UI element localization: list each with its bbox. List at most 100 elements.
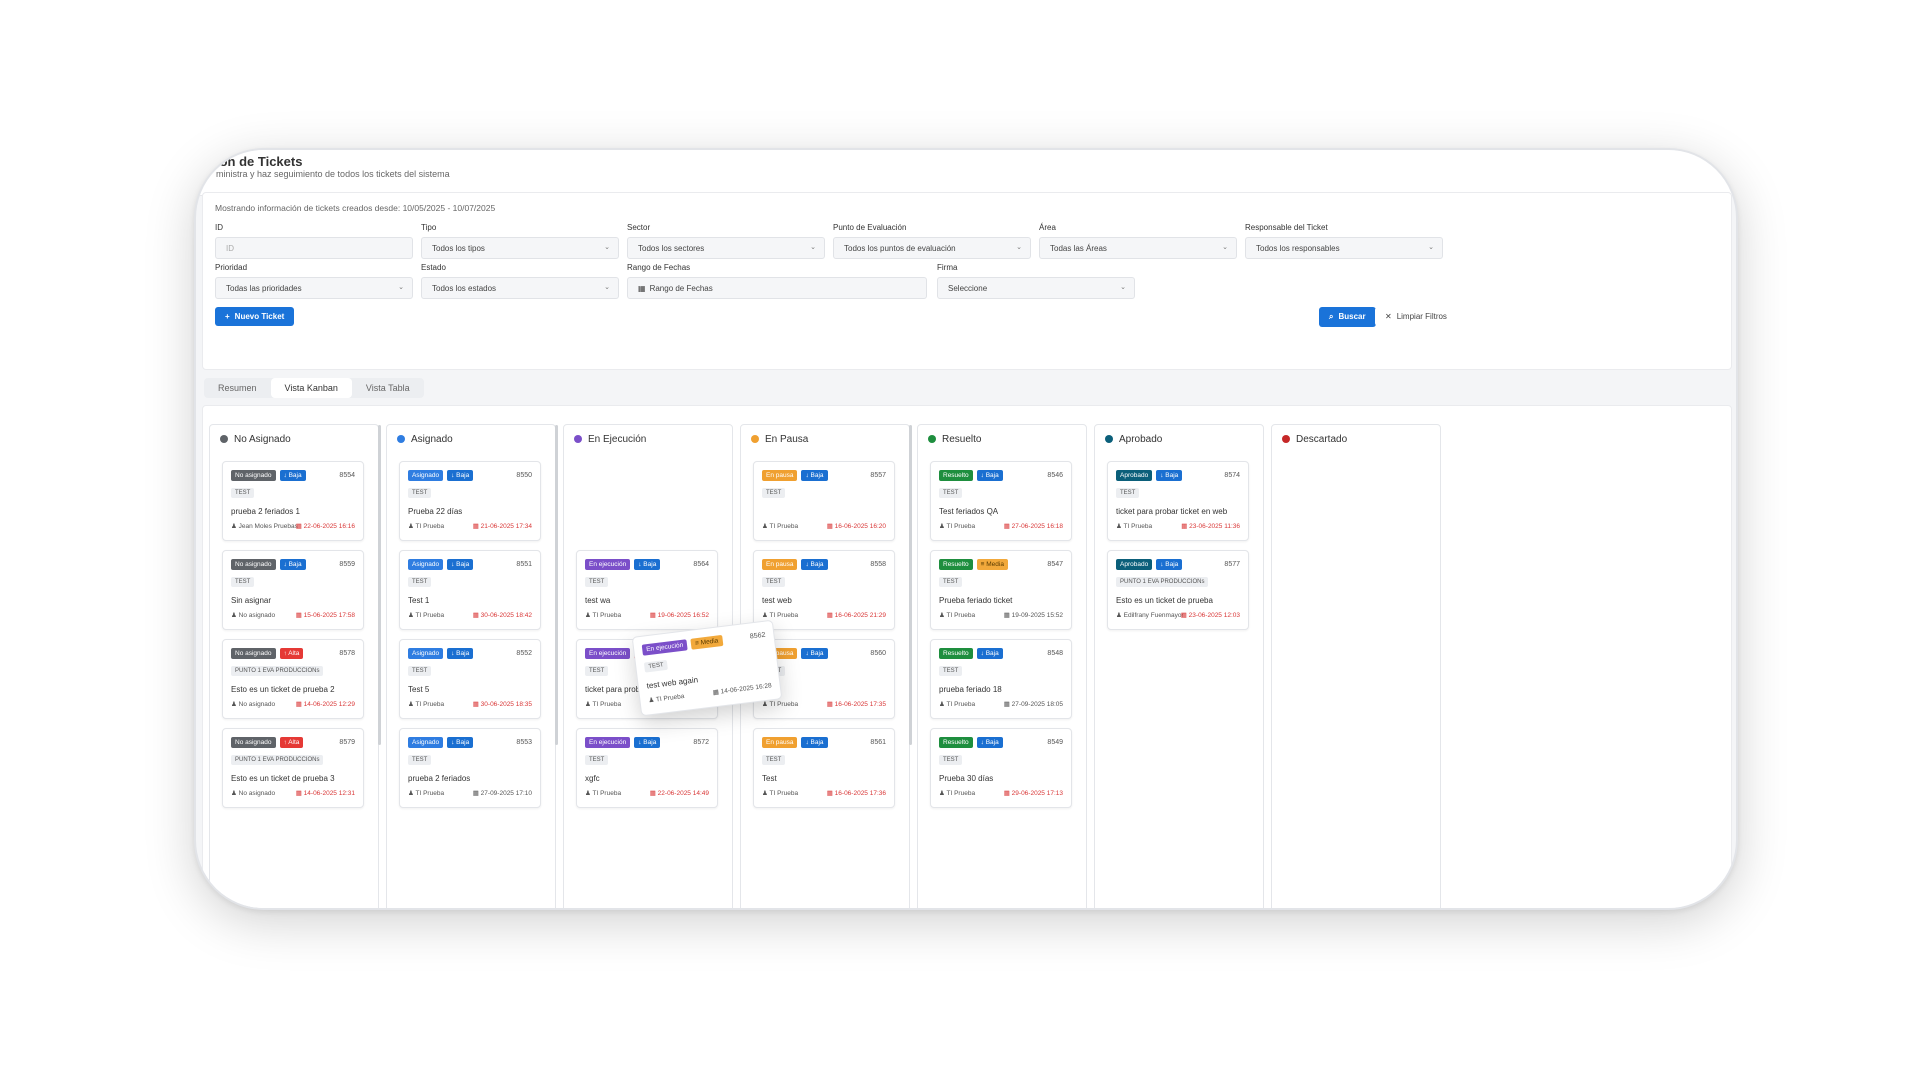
priority-label: Baja xyxy=(1165,561,1179,568)
ticket-tag: TEST xyxy=(939,577,963,587)
ticket-card[interactable]: Resuelto ↓ Baja 8549 TEST Prueba 30 días ♟ TI… xyxy=(930,728,1072,808)
user-name: TI Prueba xyxy=(769,612,799,619)
calendar-icon: ▦ xyxy=(1003,790,1012,797)
column-header: Descartado xyxy=(1272,425,1440,453)
ticket-card[interactable]: En pausa ↓ Baja 8557 TEST ♟ TI Prueba ▦ 16-06… xyxy=(753,461,895,541)
tab-tabla[interactable]: Vista Tabla xyxy=(365,383,410,393)
date-range-info: Mostrando información de tickets creados… xyxy=(215,203,496,213)
date-value: 16-06-2025 21:29 xyxy=(834,612,886,619)
ticket-tag: PUNTO 1 EVA PRODUCCIONs xyxy=(1116,577,1209,587)
ticket-title: prueba 2 feriados xyxy=(408,774,471,783)
tab-kanban[interactable]: Vista Kanban xyxy=(270,378,352,398)
tipo-select[interactable]: Todos los tipos ⌄ xyxy=(421,237,619,259)
ticket-card[interactable]: Resuelto ↓ Baja 8546 TEST Test feriados QA ♟ … xyxy=(930,461,1072,541)
ticket-card[interactable]: En ejecución ↓ Baja 8572 TEST xgfc ♟ TI Prueb… xyxy=(576,728,718,808)
ticket-date: ▦ 19-09-2025 15:52 xyxy=(1004,611,1063,619)
scrollbar[interactable] xyxy=(378,425,381,745)
area-select[interactable]: Todas las Áreas ⌄ xyxy=(1039,237,1237,259)
ticket-card[interactable]: En ejecución ↓ Baja 8564 TEST test wa ♟ TI Pr… xyxy=(576,550,718,630)
ticket-card[interactable]: Asignado ↓ Baja 8550 TEST Prueba 22 días ♟ TI… xyxy=(399,461,541,541)
arrow-down-icon: ↓ xyxy=(638,739,644,746)
ticket-title: Test xyxy=(762,774,777,783)
clear-filters-label: Limpiar Filtros xyxy=(1396,312,1447,321)
prioridad-select[interactable]: Todas las prioridades ⌄ xyxy=(215,277,413,299)
card-badges: Resuelto ≡ Media xyxy=(939,559,1008,570)
ticket-id: 8547 xyxy=(1047,561,1063,568)
date-range-input[interactable]: ▦ Rango de Fechas xyxy=(627,277,927,299)
arrow-up-icon: ↑ xyxy=(283,650,289,657)
page-subtitle: ministra y haz seguimiento de todos los … xyxy=(216,169,450,179)
arrow-down-icon: ↓ xyxy=(283,472,289,479)
ticket-card[interactable]: En pausa ↓ Baja 8561 TEST Test ♟ TI Prueba ▦ 1… xyxy=(753,728,895,808)
estado-select[interactable]: Todos los estados ⌄ xyxy=(421,277,619,299)
scrollbar[interactable] xyxy=(555,425,558,745)
user-name: No asignado xyxy=(238,790,276,797)
id-input[interactable]: ID xyxy=(215,237,413,259)
priority-badge: ↓ Baja xyxy=(447,737,474,748)
scrollbar[interactable] xyxy=(909,425,912,745)
ticket-date: ▦ 21-06-2025 17:34 xyxy=(473,522,532,530)
ticket-card[interactable]: No asignado ↑ Alta 8579 PUNTO 1 EVA PRODUCC… xyxy=(222,728,364,808)
date-value: 16-06-2025 16:20 xyxy=(834,523,886,530)
card-badges: En pausa ↓ Baja xyxy=(762,737,828,748)
ticket-title: test web again xyxy=(646,675,699,691)
calendar-icon: ▦ xyxy=(472,612,481,619)
ticket-card[interactable]: Asignado ↓ Baja 8552 TEST Test 5 ♟ TI Prueba ▦… xyxy=(399,639,541,719)
ticket-card[interactable]: No asignado ↓ Baja 8554 TEST prueba 2 feriad… xyxy=(222,461,364,541)
ticket-date: ▦ 27-09-2025 18:05 xyxy=(1004,700,1063,708)
user-icon: ♟ xyxy=(762,612,770,619)
kanban-column: No Asignado No asignado ↓ Baja 8554 TEST prue… xyxy=(209,424,381,908)
card-badges: Asignado ↓ Baja xyxy=(408,737,474,748)
priority-label: Alta xyxy=(288,739,300,746)
status-dot-icon xyxy=(1282,435,1290,443)
card-badges: Resuelto ↓ Baja xyxy=(939,737,1003,748)
ticket-card[interactable]: En pausa ↓ Baja 8558 TEST test web ♟ TI Prueb… xyxy=(753,550,895,630)
ticket-date: ▦ 15-06-2025 17:58 xyxy=(296,611,355,619)
date-value: 16-06-2025 17:35 xyxy=(834,701,886,708)
date-value: 19-06-2025 16:52 xyxy=(657,612,709,619)
ticket-card[interactable]: Resuelto ↓ Baja 8548 TEST prueba feriado 18 ♟… xyxy=(930,639,1072,719)
user-name: TI Prueba xyxy=(946,612,976,619)
firma-select[interactable]: Seleccione ⌄ xyxy=(937,277,1135,299)
card-badges: No asignado ↓ Baja xyxy=(231,559,306,570)
priority-label: Baja xyxy=(985,739,999,746)
calendar-icon: ▦ xyxy=(1003,612,1012,619)
punto-select[interactable]: Todos los puntos de evaluación ⌄ xyxy=(833,237,1031,259)
responsable-select[interactable]: Todos los responsables ⌄ xyxy=(1245,237,1443,259)
ticket-card[interactable]: Asignado ↓ Baja 8551 TEST Test 1 ♟ TI Prueba ▦… xyxy=(399,550,541,630)
priority-badge: ↓ Baja xyxy=(1156,559,1183,570)
ticket-date: ▦ 22-06-2025 14:49 xyxy=(650,789,709,797)
new-ticket-button[interactable]: + Nuevo Ticket xyxy=(215,307,295,326)
ticket-user: ♟ Edilfrany Fuenmayor xyxy=(1116,611,1184,619)
ticket-card[interactable]: Aprobado ↓ Baja 8577 PUNTO 1 EVA PRODUCCION… xyxy=(1107,550,1249,630)
user-name: TI Prueba xyxy=(946,701,976,708)
priority-label: Baja xyxy=(288,472,302,479)
ticket-card[interactable]: Resuelto ≡ Media 8547 TEST Prueba feriado ti… xyxy=(930,550,1072,630)
clear-filters-button[interactable]: ✕ Limpiar Filtros xyxy=(1375,307,1457,326)
priority-label: Baja xyxy=(810,472,824,479)
date-value: 29-06-2025 17:13 xyxy=(1011,790,1063,797)
tab-resumen[interactable]: Resumen xyxy=(218,383,257,393)
ticket-card[interactable]: Asignado ↓ Baja 8553 TEST prueba 2 feriados ♟… xyxy=(399,728,541,808)
status-badge: En pausa xyxy=(762,648,798,659)
chevron-down-icon: ⌄ xyxy=(1120,284,1126,291)
sector-select[interactable]: Todos los sectores ⌄ xyxy=(627,237,825,259)
status-badge: En ejecución xyxy=(641,639,688,656)
status-badge: En ejecución xyxy=(585,737,631,748)
card-badges: Resuelto ↓ Baja xyxy=(939,470,1003,481)
ticket-title: prueba 2 feriados 1 xyxy=(231,507,300,516)
ticket-card[interactable]: No asignado ↑ Alta 8578 PUNTO 1 EVA PRODUCC… xyxy=(222,639,364,719)
status-badge: En pausa xyxy=(762,737,798,748)
ticket-card[interactable]: No asignado ↓ Baja 8559 TEST Sin asignar ♟ No… xyxy=(222,550,364,630)
ticket-title: Sin asignar xyxy=(231,596,272,605)
ticket-title: Test feriados QA xyxy=(939,507,999,516)
column-header: Asignado xyxy=(387,425,555,453)
search-button[interactable]: ⌕ Buscar xyxy=(1319,307,1376,327)
column-header: Resuelto xyxy=(918,425,1086,453)
firma-value: Seleccione xyxy=(948,284,988,293)
card-badges: Resuelto ↓ Baja xyxy=(939,648,1003,659)
user-icon: ♟ xyxy=(408,790,416,797)
status-dot-icon xyxy=(928,435,936,443)
status-badge: Asignado xyxy=(408,737,444,748)
ticket-card[interactable]: Aprobado ↓ Baja 8574 TEST ticket para probar… xyxy=(1107,461,1249,541)
